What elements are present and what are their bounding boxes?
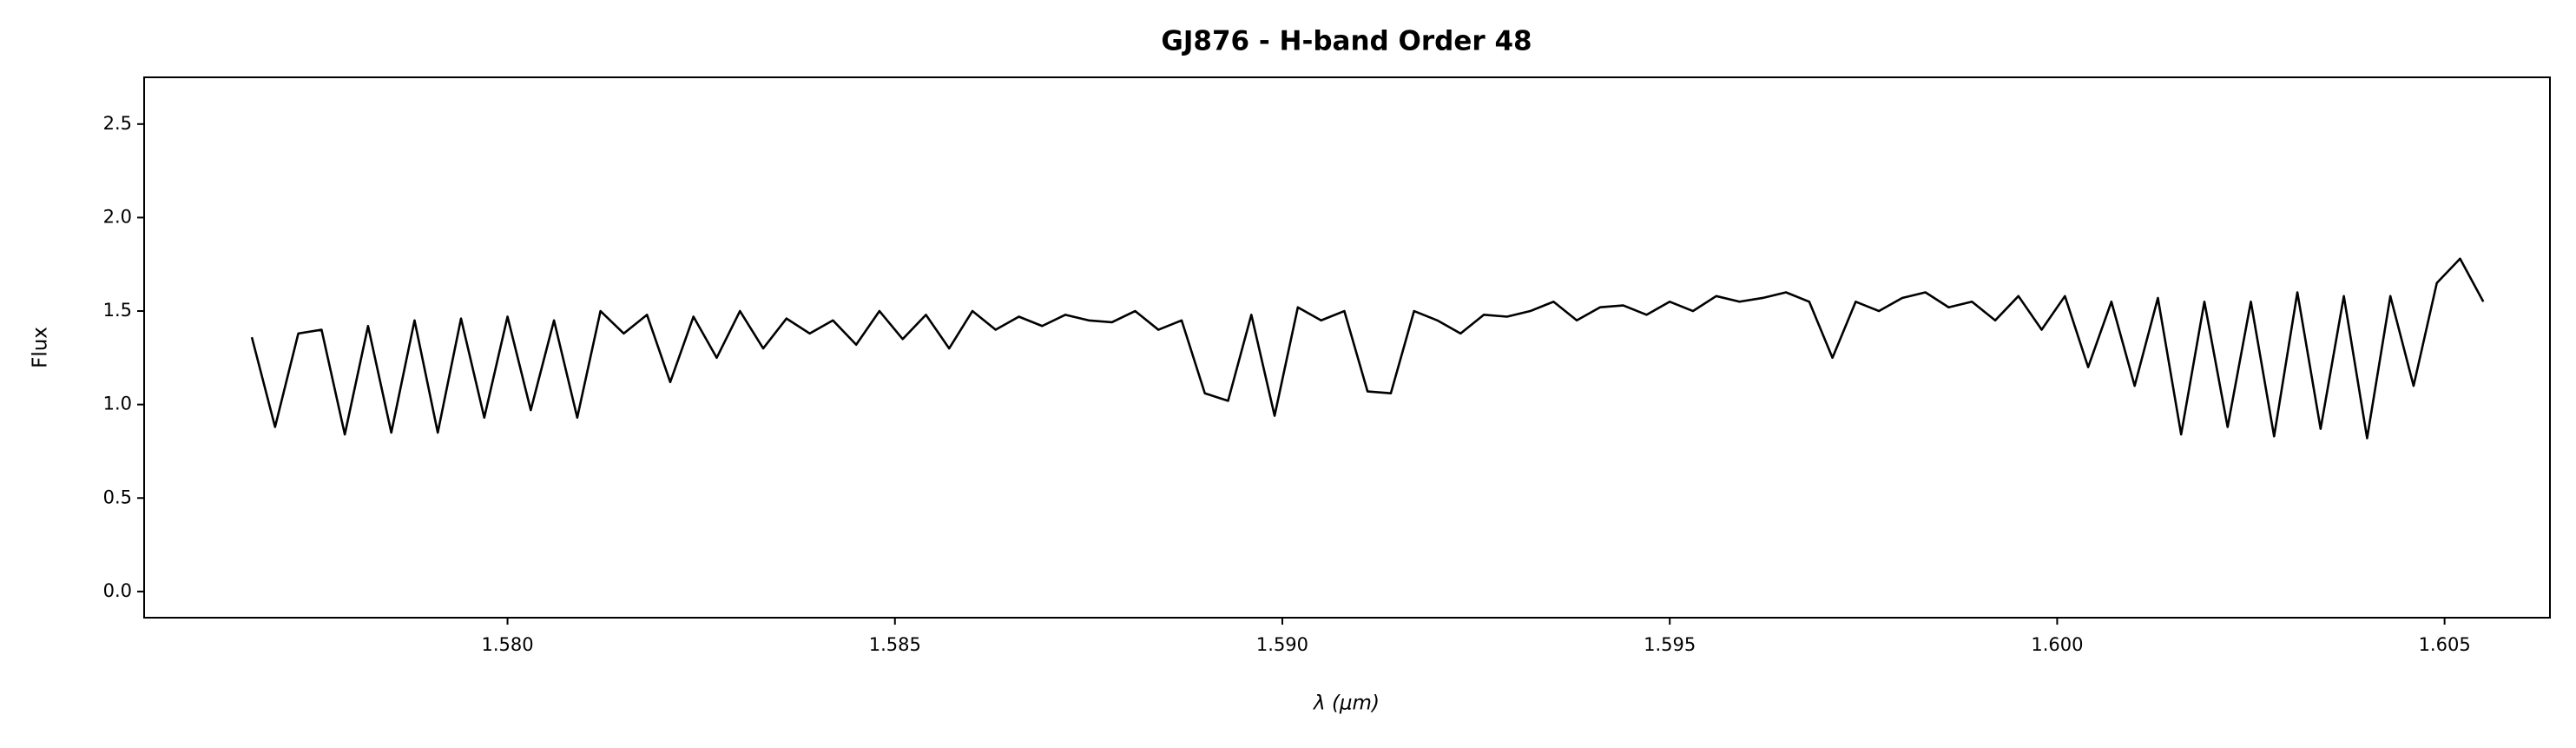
y-tick-label: 2.5 [103,113,132,134]
x-tick-label: 1.590 [1256,634,1308,655]
x-tick-label: 1.600 [2031,634,2083,655]
y-tick-label: 1.0 [103,394,132,414]
x-tick-label: 1.580 [481,634,533,655]
x-tick-label: 1.585 [869,634,921,655]
y-tick-label: 2.0 [103,206,132,227]
spectrum-line [250,257,2485,440]
y-tick-label: 0.0 [103,580,132,601]
plot-frame [143,76,2551,619]
x-tick-label: 1.605 [2419,634,2471,655]
chart-title: GJ876 - H-band Order 48 [1161,26,1532,57]
x-axis-label: λ (μm) [1312,692,1380,715]
y-tick-label: 0.5 [103,487,132,507]
x-tick-label: 1.595 [1644,634,1696,655]
y-tick-label: 1.5 [103,300,132,321]
y-axis-label: Flux [30,327,52,368]
